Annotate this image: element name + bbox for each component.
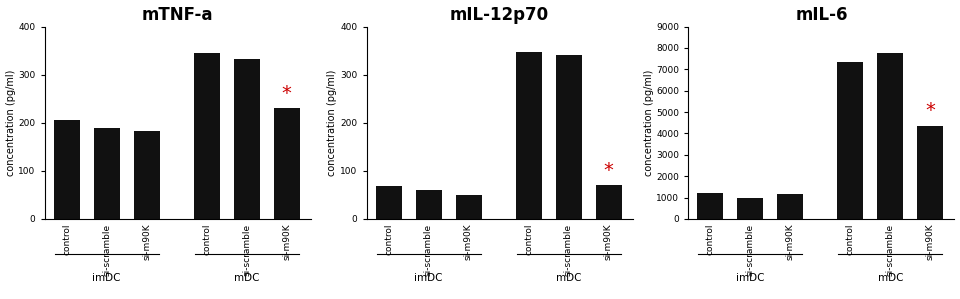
Text: *: *	[281, 83, 292, 103]
Text: *: *	[604, 161, 613, 179]
Bar	[233, 59, 259, 219]
Title: mIL-12p70: mIL-12p70	[450, 6, 549, 24]
Bar	[133, 131, 159, 219]
Bar	[698, 193, 724, 219]
Text: imDC: imDC	[415, 273, 443, 283]
Y-axis label: concentration (pg/ml): concentration (pg/ml)	[643, 70, 654, 176]
Bar	[194, 53, 220, 219]
Text: imDC: imDC	[92, 273, 121, 283]
Bar	[737, 198, 763, 219]
Bar	[416, 190, 442, 219]
Bar	[556, 55, 582, 219]
Text: mDC: mDC	[234, 273, 259, 283]
Y-axis label: concentration (pg/ml): concentration (pg/ml)	[327, 70, 338, 176]
Text: *: *	[925, 101, 935, 120]
Text: imDC: imDC	[736, 273, 765, 283]
Bar	[94, 128, 120, 219]
Bar	[778, 194, 804, 219]
Bar	[456, 195, 482, 219]
Bar	[918, 126, 944, 219]
Text: mDC: mDC	[556, 273, 581, 283]
Bar	[274, 108, 300, 219]
Bar	[516, 51, 541, 219]
Bar	[877, 53, 903, 219]
Bar	[54, 120, 80, 219]
Bar	[595, 185, 621, 219]
Title: mTNF-a: mTNF-a	[142, 6, 213, 24]
Title: mIL-6: mIL-6	[795, 6, 848, 24]
Bar	[375, 186, 401, 219]
Text: mDC: mDC	[877, 273, 903, 283]
Y-axis label: concentration (pg/ml): concentration (pg/ml)	[6, 70, 15, 176]
Bar	[837, 62, 863, 219]
